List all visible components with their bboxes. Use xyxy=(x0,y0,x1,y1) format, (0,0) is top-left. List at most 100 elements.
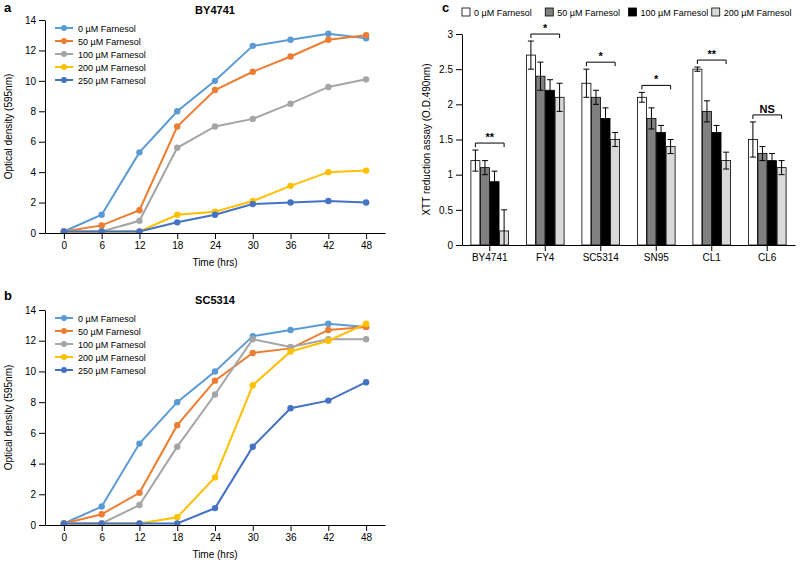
tick-mark xyxy=(177,525,178,531)
data-point xyxy=(136,228,142,233)
tick: CL6 xyxy=(758,245,777,263)
tick: 10 xyxy=(25,76,45,87)
error-stem xyxy=(615,132,616,146)
tick-label: CL6 xyxy=(758,252,777,263)
error-cap xyxy=(658,139,664,140)
data-point xyxy=(174,399,180,405)
data-point xyxy=(325,30,331,36)
data-point xyxy=(212,474,218,480)
tick: 12 xyxy=(134,525,146,543)
tick: 24 xyxy=(210,233,222,251)
tick-label: 24 xyxy=(210,240,222,251)
tick-mark xyxy=(139,525,140,531)
data-point xyxy=(287,348,293,354)
data-point xyxy=(287,327,293,333)
tick-mark xyxy=(328,233,329,239)
error-cap xyxy=(723,169,729,170)
tick: 12 xyxy=(134,233,146,251)
error-bar xyxy=(501,210,507,245)
data-point xyxy=(136,149,142,155)
tick: 14 xyxy=(25,305,45,316)
x-axis: BY4741FY4SC5314SN95CL1CL6 xyxy=(463,245,796,263)
legend-marker xyxy=(61,328,67,334)
data-point xyxy=(250,43,256,49)
data-point xyxy=(174,212,180,218)
tick-label: 12 xyxy=(134,532,146,543)
legend-marker xyxy=(61,341,67,347)
data-point xyxy=(325,397,331,403)
tick: SN95 xyxy=(644,245,669,263)
x-axis: 0612182430364248 xyxy=(46,233,386,251)
error-cap xyxy=(648,128,654,129)
legend-label: 100 µM Farnesol xyxy=(641,8,709,18)
data-point xyxy=(287,199,293,205)
panel: bSC5314Optical density (595nm)Time (hrs)… xyxy=(3,288,386,560)
data-point xyxy=(174,108,180,114)
error-cap xyxy=(648,107,654,108)
bar xyxy=(702,111,711,245)
figure: aBY4741Optical density (595nm)Time (hrs)… xyxy=(0,0,800,578)
error-bar xyxy=(714,125,720,139)
error-cap xyxy=(492,171,498,172)
chart-title: BY4741 xyxy=(195,4,235,16)
data-point xyxy=(136,440,142,446)
data-point xyxy=(61,520,67,525)
tick-mark xyxy=(456,34,462,35)
error-cap xyxy=(612,132,618,133)
error-bar xyxy=(658,125,664,139)
data-point xyxy=(136,228,142,233)
bar xyxy=(712,132,721,245)
plot-area xyxy=(61,30,370,233)
tick-label: 24 xyxy=(210,532,222,543)
error-cap xyxy=(472,171,478,172)
error-cap xyxy=(547,100,553,101)
legend-swatch xyxy=(712,8,720,16)
tick: BY4741 xyxy=(472,245,508,263)
tick-label: 0 xyxy=(62,240,68,251)
error-bar xyxy=(750,122,756,157)
y-axis-title: XTT reduction assay (O.D.490nm) xyxy=(421,63,432,215)
error-cap xyxy=(583,97,589,98)
panel-label: b xyxy=(4,288,12,303)
data-point xyxy=(325,327,331,333)
data-point xyxy=(98,212,104,218)
tick: CL1 xyxy=(703,245,722,263)
error-stem xyxy=(494,171,495,192)
data-point xyxy=(250,69,256,75)
data-point xyxy=(212,391,218,397)
data-point xyxy=(174,443,180,449)
bar xyxy=(722,161,731,245)
error-stem xyxy=(595,90,596,104)
tick-mark xyxy=(39,525,45,526)
data-point xyxy=(250,201,256,207)
tick: 30 xyxy=(248,525,260,543)
tick-mark xyxy=(39,20,45,21)
data-point xyxy=(136,490,142,496)
tick-label: 0 xyxy=(447,240,453,251)
tick: 48 xyxy=(361,233,373,251)
tick-label: 14 xyxy=(25,305,37,316)
series-line xyxy=(64,201,366,231)
tick: 0 xyxy=(447,240,462,251)
tick-label: 12 xyxy=(134,240,146,251)
tick: 48 xyxy=(361,525,373,543)
error-cap xyxy=(492,192,498,193)
legend-marker xyxy=(61,77,67,83)
data-point xyxy=(61,520,67,525)
tick-label: 4 xyxy=(30,458,36,469)
tick: 24 xyxy=(210,525,222,543)
tick-mark xyxy=(456,175,462,176)
tick-label: 42 xyxy=(323,240,335,251)
tick-mark xyxy=(139,233,140,239)
data-point xyxy=(363,321,369,327)
error-bar xyxy=(723,152,729,169)
legend-label: 50 µM Farnesol xyxy=(78,327,141,337)
tick-label: 0 xyxy=(30,520,36,531)
tick: 42 xyxy=(323,525,335,543)
tick: 18 xyxy=(172,233,184,251)
tick: 30 xyxy=(248,233,260,251)
tick: 6 xyxy=(99,525,105,543)
data-point xyxy=(363,379,369,385)
tick: 14 xyxy=(25,15,45,26)
tick-label: 30 xyxy=(248,532,260,543)
